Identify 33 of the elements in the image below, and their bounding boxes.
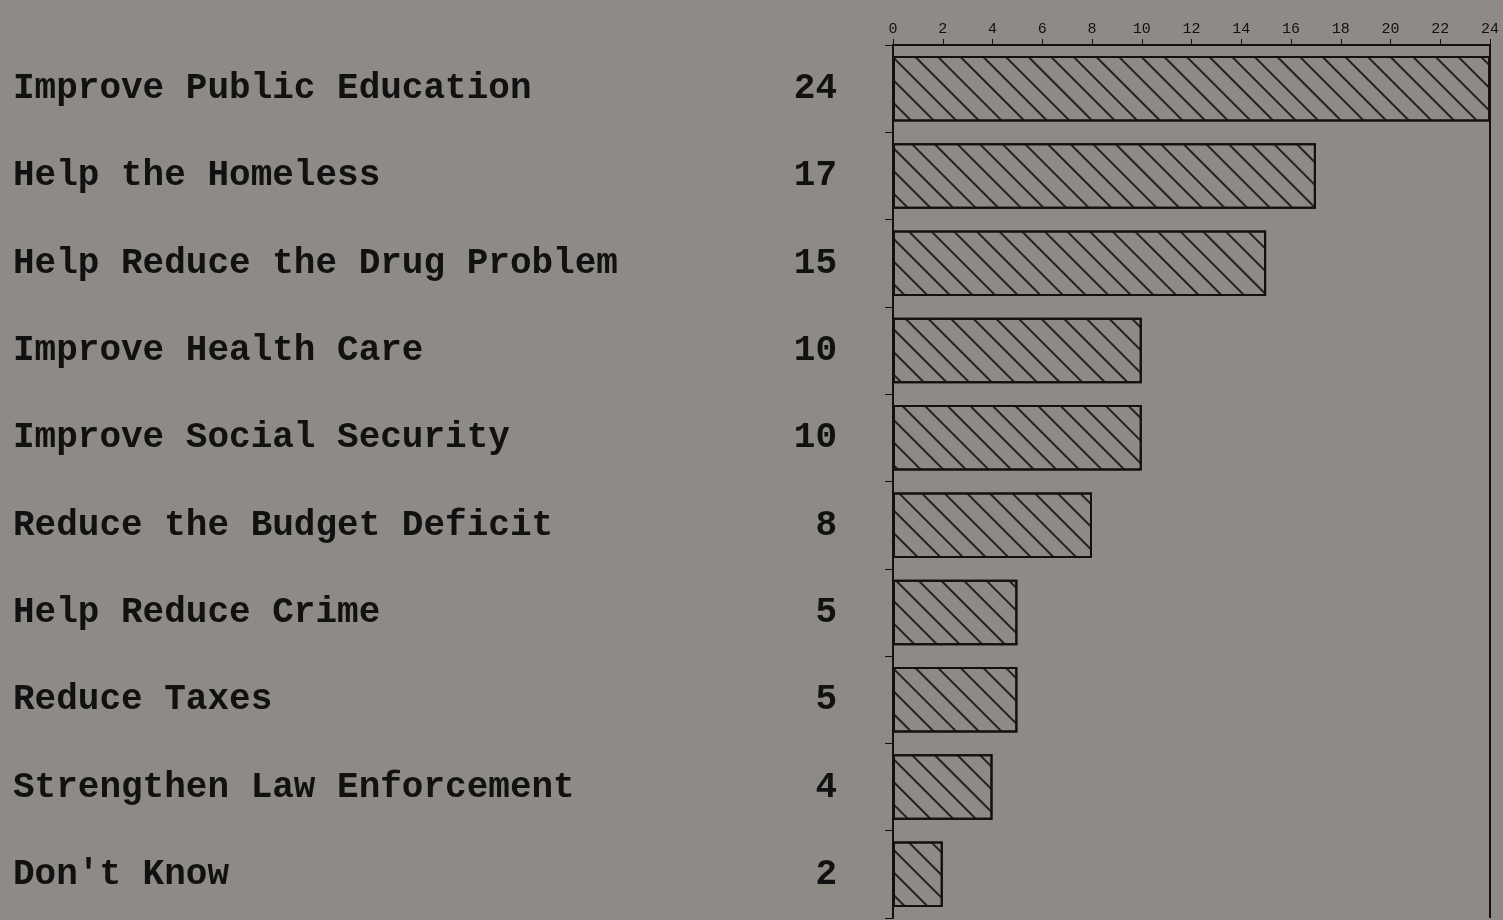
x2-tick-label: 2	[938, 21, 948, 38]
x2-tick-label: 18	[1331, 21, 1350, 38]
y-tick-label: Strengthen Law Enforcement	[13, 766, 575, 808]
x2-tick-label: 4	[987, 21, 998, 38]
y-tick-label: Improve Health Care	[13, 330, 424, 372]
x2-tick-label: 6	[1037, 21, 1047, 38]
y-tick-label: Don't Know	[13, 853, 230, 895]
y-tick-label: Help Reduce the Drug Problem	[13, 242, 618, 284]
x2-tick-label: 22	[1431, 21, 1450, 38]
y-tick-label: Improve Public Education	[13, 68, 532, 110]
x2-tick-label: 24	[1480, 21, 1500, 38]
data-label: 10	[793, 417, 837, 459]
data-label: 17	[793, 155, 837, 197]
data-label: 2	[815, 853, 837, 895]
data-label: 4	[815, 766, 837, 808]
x2-tick-label: 8	[1087, 21, 1097, 38]
x2-tick-label: 16	[1281, 21, 1301, 38]
y-tick-label: Help Reduce Crime	[13, 591, 381, 633]
x2-tick-label: 0	[888, 21, 898, 38]
x2-tick-label: 10	[1132, 21, 1151, 38]
data-label: 8	[815, 504, 837, 546]
x2-tick-label: 14	[1232, 21, 1251, 38]
x2-tick-label: 12	[1182, 21, 1201, 38]
y-tick-label: Improve Social Security	[13, 417, 510, 459]
data-label: 5	[815, 679, 837, 721]
data-label: 10	[793, 330, 837, 372]
y-tick-label: Reduce the Budget Deficit	[13, 504, 554, 546]
data-label: 15	[793, 242, 837, 284]
data-label: 24	[793, 68, 837, 110]
y-tick-label: Reduce Taxes	[13, 679, 273, 721]
y-tick-label: Help the Homeless	[13, 155, 381, 197]
data-label: 5	[815, 591, 837, 633]
x2-tick-label: 20	[1381, 21, 1400, 38]
